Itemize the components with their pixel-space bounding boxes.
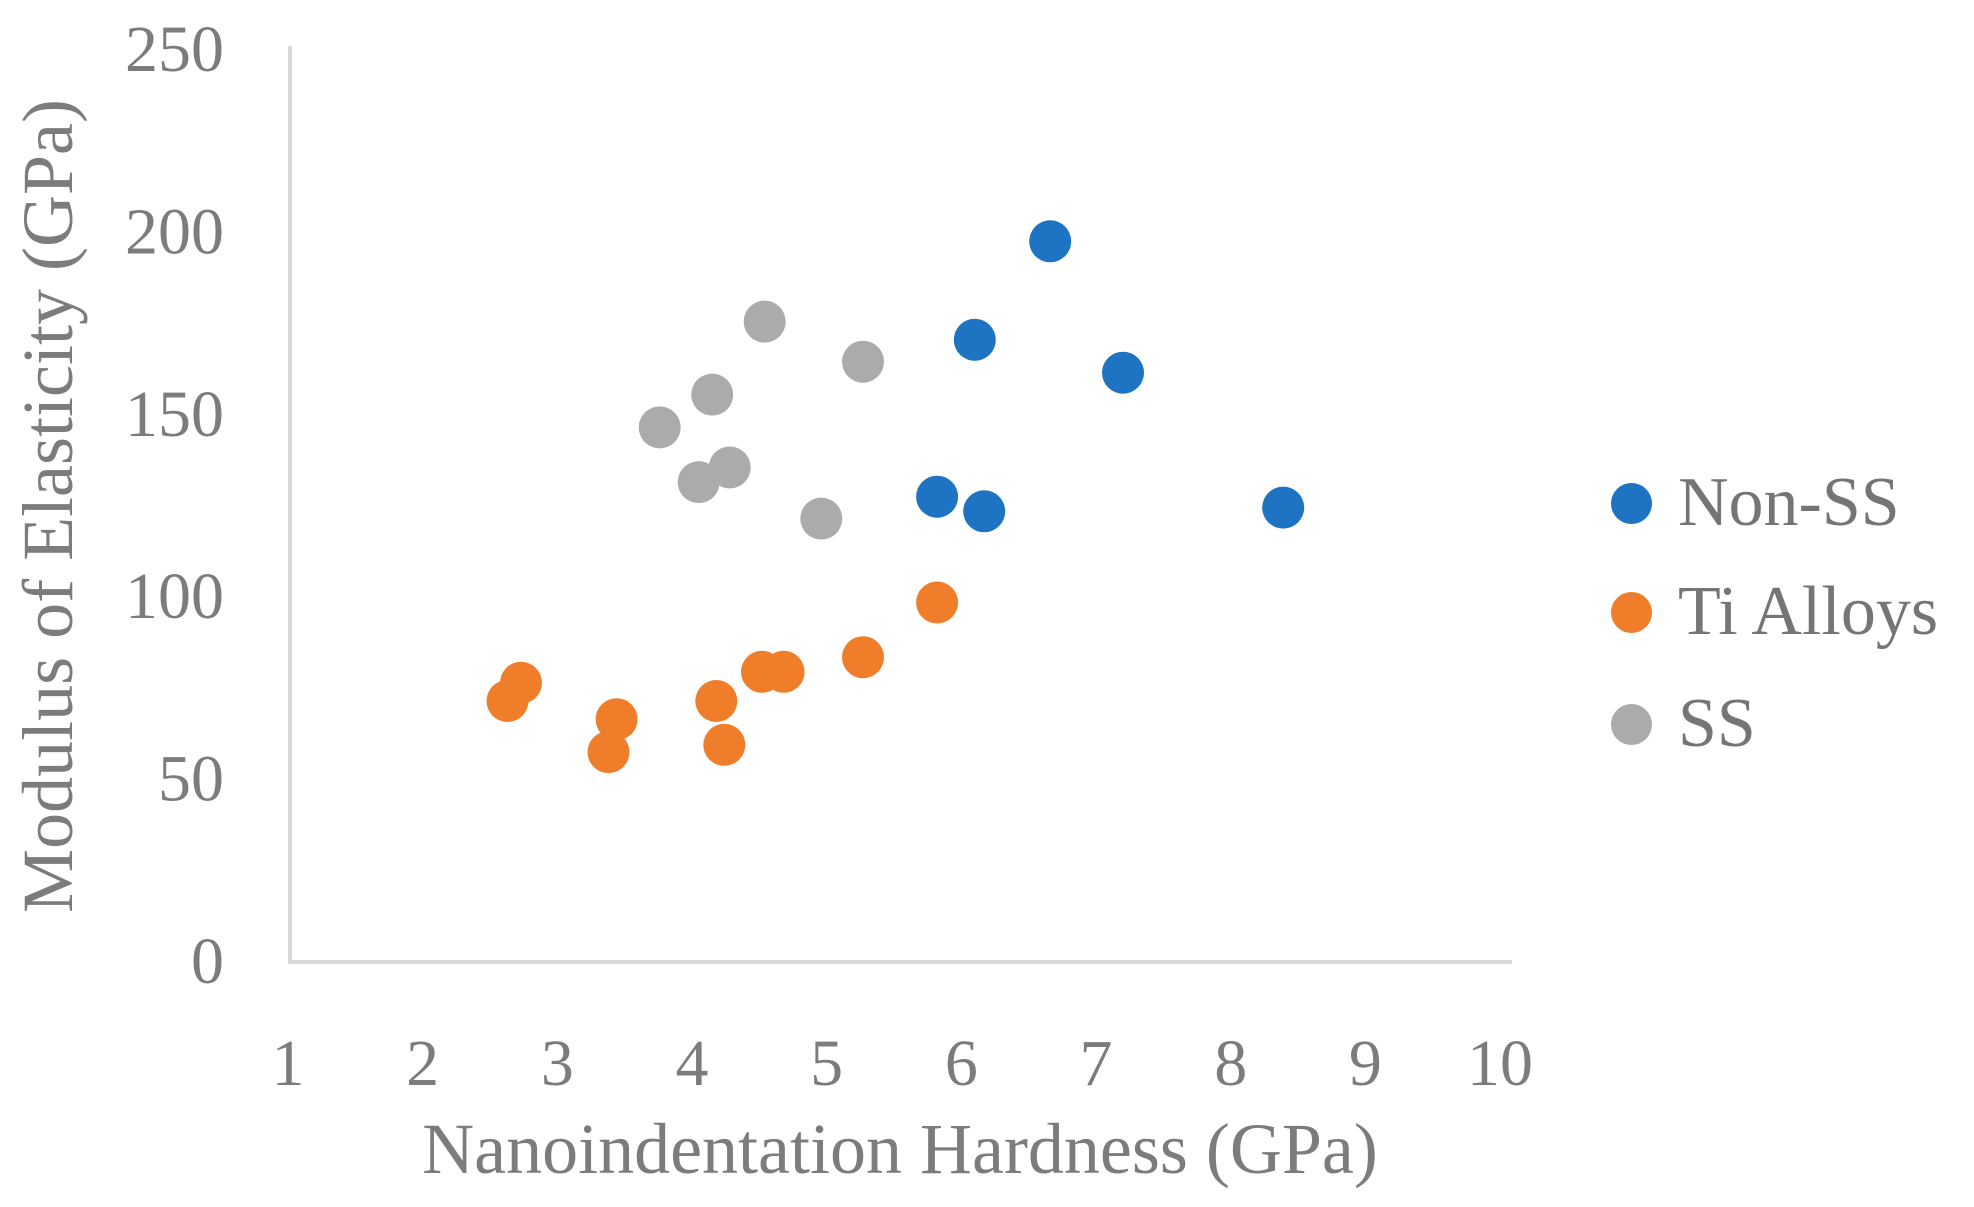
x-tick-label: 10	[1467, 1027, 1533, 1100]
legend-item-ss: SS	[1611, 685, 1756, 762]
data-point-ss	[842, 340, 884, 383]
data-point-non-ss	[916, 475, 959, 518]
x-tick-label: 8	[1214, 1027, 1247, 1100]
x-tick-label: 7	[1080, 1027, 1113, 1100]
legend-label: SS	[1678, 685, 1756, 762]
data-point-ti-alloys	[695, 680, 738, 722]
legend-marker-ss	[1611, 703, 1652, 745]
x-axis-tick-labels: 1 2 3 4 5 6 7 8 9 10	[272, 1027, 1534, 1100]
x-tick-label: 6	[945, 1027, 978, 1100]
x-tick-label: 3	[541, 1027, 574, 1100]
data-point-non-ss	[1262, 486, 1305, 529]
legend-item-ti-alloys: Ti Alloys	[1611, 573, 1938, 650]
legend-label: Ti Alloys	[1678, 573, 1939, 650]
data-point-non-ss	[1102, 351, 1144, 394]
data-point-ss	[743, 300, 786, 343]
y-tick-label: 0	[191, 925, 224, 998]
x-tick-label: 1	[272, 1027, 305, 1100]
y-tick-label: 150	[125, 378, 224, 451]
data-point-ss	[691, 373, 734, 416]
data-point-non-ss	[963, 490, 1006, 533]
legend-label: Non-SS	[1678, 464, 1900, 541]
data-point-ti-alloys	[703, 723, 746, 766]
y-axis-tick-labels: 0 50 100 150 200 250	[125, 13, 224, 998]
y-tick-label: 200	[125, 195, 224, 268]
legend-marker-ti-alloys	[1611, 591, 1652, 633]
x-tick-label: 9	[1349, 1027, 1382, 1100]
y-tick-label: 50	[158, 743, 224, 816]
data-point-non-ss	[1029, 220, 1072, 263]
x-tick-label: 4	[676, 1027, 709, 1100]
data-point-ti-alloys	[842, 636, 884, 679]
data-points	[486, 220, 1305, 774]
data-point-ss	[800, 497, 843, 540]
x-tick-label: 5	[810, 1027, 843, 1100]
data-point-ss	[638, 406, 681, 449]
data-point-ti-alloys	[595, 698, 638, 741]
y-tick-label: 250	[125, 13, 224, 86]
legend-item-non-ss: Non-SS	[1611, 464, 1900, 541]
data-point-ti-alloys	[916, 581, 959, 624]
x-tick-label: 2	[406, 1027, 439, 1100]
x-axis-title: Nanoindentation Hardness (GPa)	[422, 1109, 1378, 1189]
y-axis-title: Modulus of Elasticity (GPa)	[8, 99, 88, 913]
data-point-ss	[708, 446, 751, 489]
legend-marker-non-ss	[1611, 482, 1652, 524]
y-tick-label: 100	[125, 560, 224, 633]
data-point-non-ss	[953, 318, 996, 361]
data-point-ti-alloys	[762, 650, 805, 693]
data-point-ti-alloys	[500, 661, 542, 704]
data-point-ti-alloys	[587, 731, 630, 774]
